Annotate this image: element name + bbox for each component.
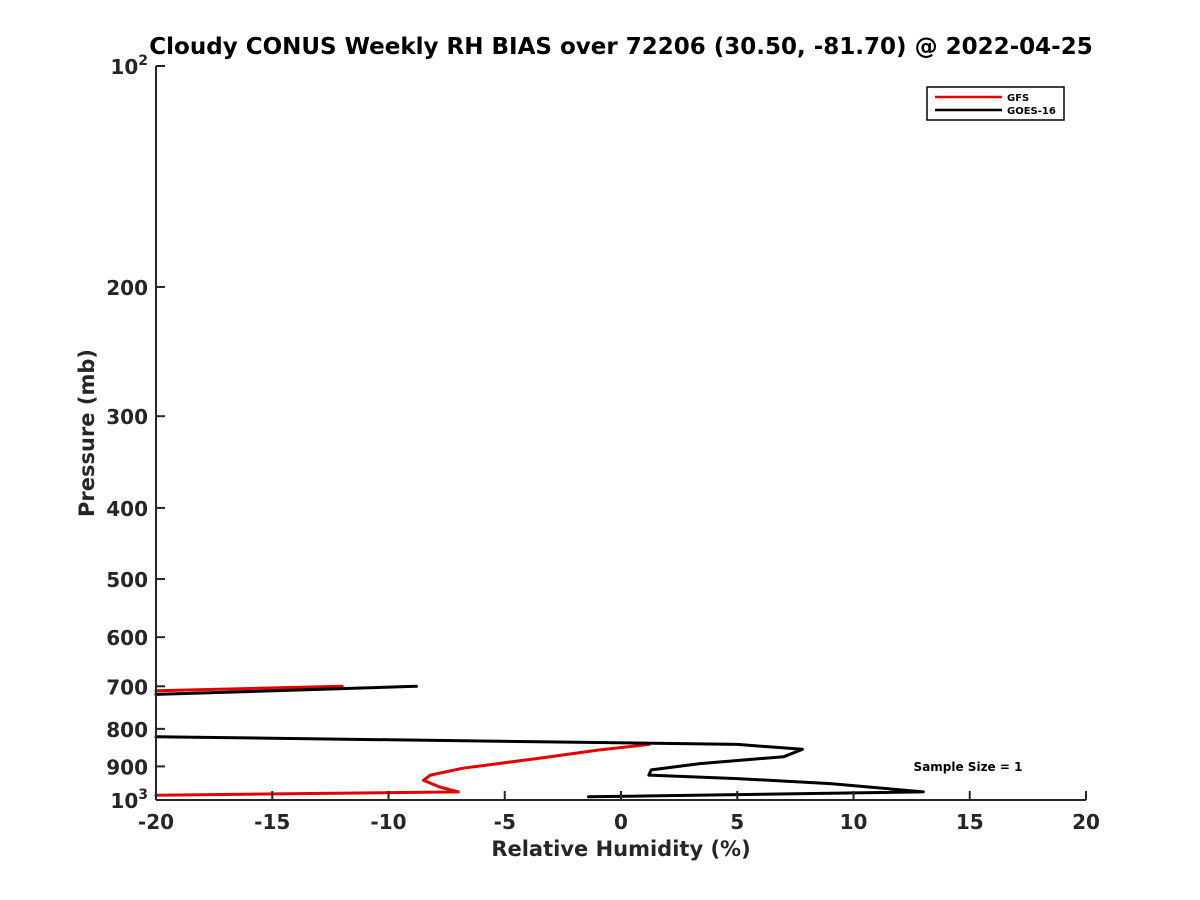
x-tick-label: 5 (730, 810, 744, 834)
x-tick-label: -15 (254, 810, 290, 834)
sample-size-annotation: Sample Size = 1 (914, 760, 1023, 774)
y-tick-label: 700 (106, 675, 148, 699)
x-axis-label: Relative Humidity (%) (491, 837, 750, 861)
legend: GFS GOES-16 (926, 86, 1065, 121)
y-tick-label: 200 (106, 276, 148, 300)
y-tick-label: 103 (110, 787, 148, 813)
y-tick-label: 900 (106, 755, 148, 779)
series-gfs-line-2 (154, 742, 651, 797)
y-tick-label: 800 (106, 718, 148, 742)
chart-title: Cloudy CONUS Weekly RH BIAS over 72206 (… (149, 34, 1092, 60)
legend-label-gfs: GFS (1007, 93, 1029, 104)
y-tick-label: 600 (106, 626, 148, 650)
x-tick-label: -5 (494, 810, 516, 834)
series-goes-16-line-1 (154, 684, 418, 696)
y-tick-label: 102 (110, 53, 148, 79)
series-goes-16-line-2 (154, 735, 925, 799)
x-tick-label: 0 (614, 810, 628, 834)
x-tick-label: 20 (1072, 810, 1100, 834)
y-tick-label: 300 (106, 405, 148, 429)
x-tick-label: 10 (840, 810, 868, 834)
x-ticks: -20 -15 -10 -5 0 5 10 15 20 (138, 791, 1100, 834)
x-tick-label: 15 (956, 810, 984, 834)
series-gfs-line-1 (154, 684, 344, 693)
y-axis-label: Pressure (mb) (75, 349, 99, 517)
y-tick-label: 400 (106, 497, 148, 521)
legend-label-goes-16: GOES-16 (1007, 106, 1056, 117)
x-tick-label: -20 (138, 810, 174, 834)
y-ticks: 102 200 300 400 500 600 700 800 900 103 (106, 53, 165, 813)
legend-box (926, 86, 1065, 121)
y-tick-label: 500 (106, 568, 148, 592)
x-tick-label: -10 (370, 810, 406, 834)
plot-lines (154, 684, 925, 799)
